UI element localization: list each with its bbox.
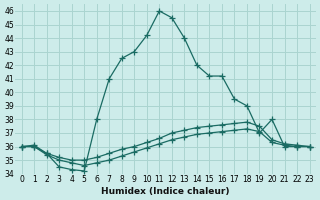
- X-axis label: Humidex (Indice chaleur): Humidex (Indice chaleur): [101, 187, 230, 196]
